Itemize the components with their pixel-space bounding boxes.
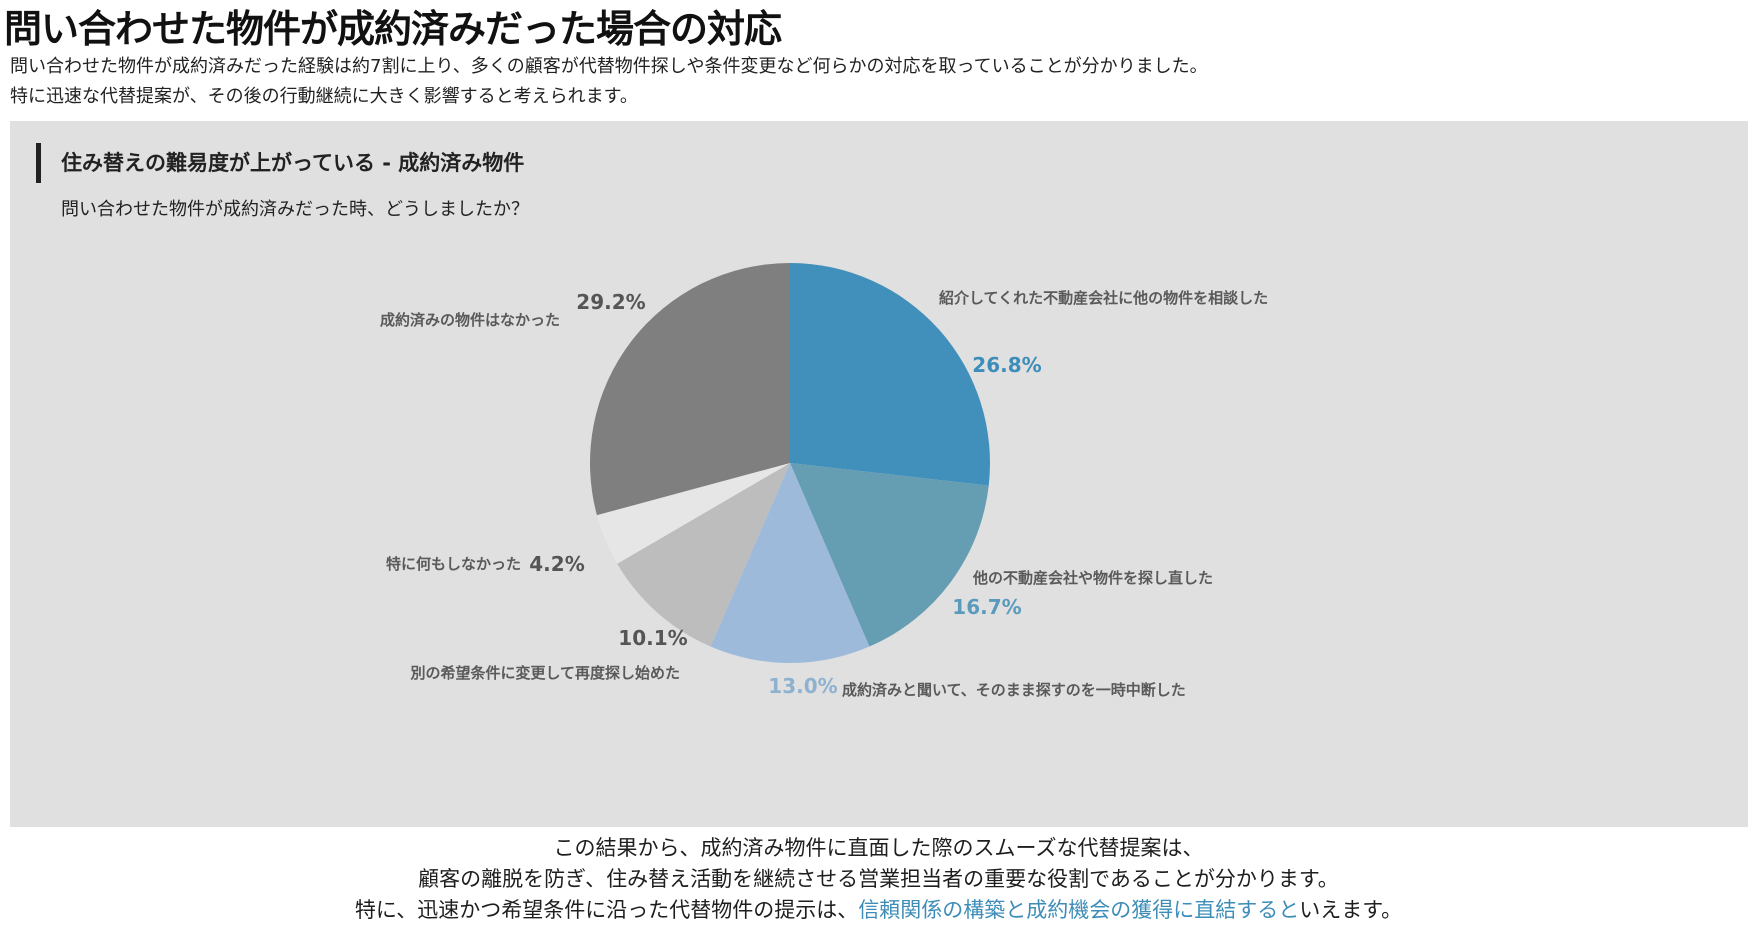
page-title: 問い合わせた物件が成約済みだった場合の対応 [4,7,782,51]
pie-slice [589,262,790,516]
panel-heading-text: 住み替えの難易度が上がっている - 成約済み物件 [61,151,525,175]
conclusion-text: この結果から、成約済み物件に直面した際のスムーズな代替提案は、 顧客の離脱を防ぎ… [0,833,1757,926]
slice-value-label: 13.0% [768,674,837,698]
slice-label: 成約済みの物件はなかった [380,311,560,329]
conclusion-line: この結果から、成約済み物件に直面した際のスムーズな代替提案は、 [553,836,1204,860]
conclusion-line: 顧客の離脱を防ぎ、住み替え活動を継続させる営業担当者の重要な役割であることが分か… [418,867,1339,891]
slice-value-label: 29.2% [576,290,645,314]
pie-chart: 紹介してくれた不動産会社に他の物件を相談した 26.8% 他の不動産会社や物件を探し… [380,262,1268,699]
pie-slice [790,463,989,647]
pie-slice [617,463,790,647]
conclusion-text-plain: 特に、迅速かつ希望条件に沿った代替物件の提示は、 [354,898,859,922]
intro-line: 特に迅速な代替提案が、その後の行動継続に大きく影響すると考えられます。 [10,86,638,107]
conclusion-highlight: 信頼関係の構築と成約機会の獲得に直結すると [858,898,1300,922]
slice-label: 他の不動産会社や物件を探し直した [972,569,1213,587]
conclusion-text-plain: いえます。 [1299,898,1403,922]
intro-text: 問い合わせた物件が成約済みだった経験は約7割に上り、多くの顧客が代替物件探しや条… [10,52,1208,112]
slice-label: 特に何もしなかった [386,555,521,573]
conclusion-line: 特に、迅速かつ希望条件に沿った代替物件の提示は、信頼関係の構築と成約機会の獲得に… [0,895,1757,926]
panel-heading: 住み替えの難易度が上がっている - 成約済み物件 [36,143,524,183]
pie-slice [790,263,990,486]
slice-value-label: 26.8% [972,353,1041,377]
slice-label: 成約済みと聞いて、そのまま探すのを一時中断した [842,681,1186,699]
slice-value-label: 16.7% [952,595,1021,619]
pie-slice [710,463,870,663]
slice-label: 別の希望条件に変更して再度探し始めた [409,664,680,682]
intro-line: 問い合わせた物件が成約済みだった経験は約7割に上り、多くの顧客が代替物件探しや条… [10,56,1208,77]
slice-value-label: 4.2% [529,552,584,576]
pie-slice [596,463,790,564]
slice-value-label: 10.1% [618,626,687,650]
survey-question: 問い合わせた物件が成約済みだった時、どうしましたか？ [61,199,529,220]
slice-label: 紹介してくれた不動産会社に他の物件を相談した [939,289,1268,307]
